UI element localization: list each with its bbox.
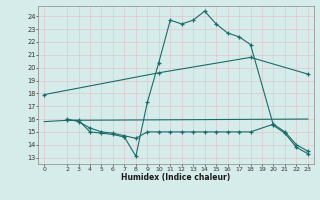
X-axis label: Humidex (Indice chaleur): Humidex (Indice chaleur) — [121, 173, 231, 182]
